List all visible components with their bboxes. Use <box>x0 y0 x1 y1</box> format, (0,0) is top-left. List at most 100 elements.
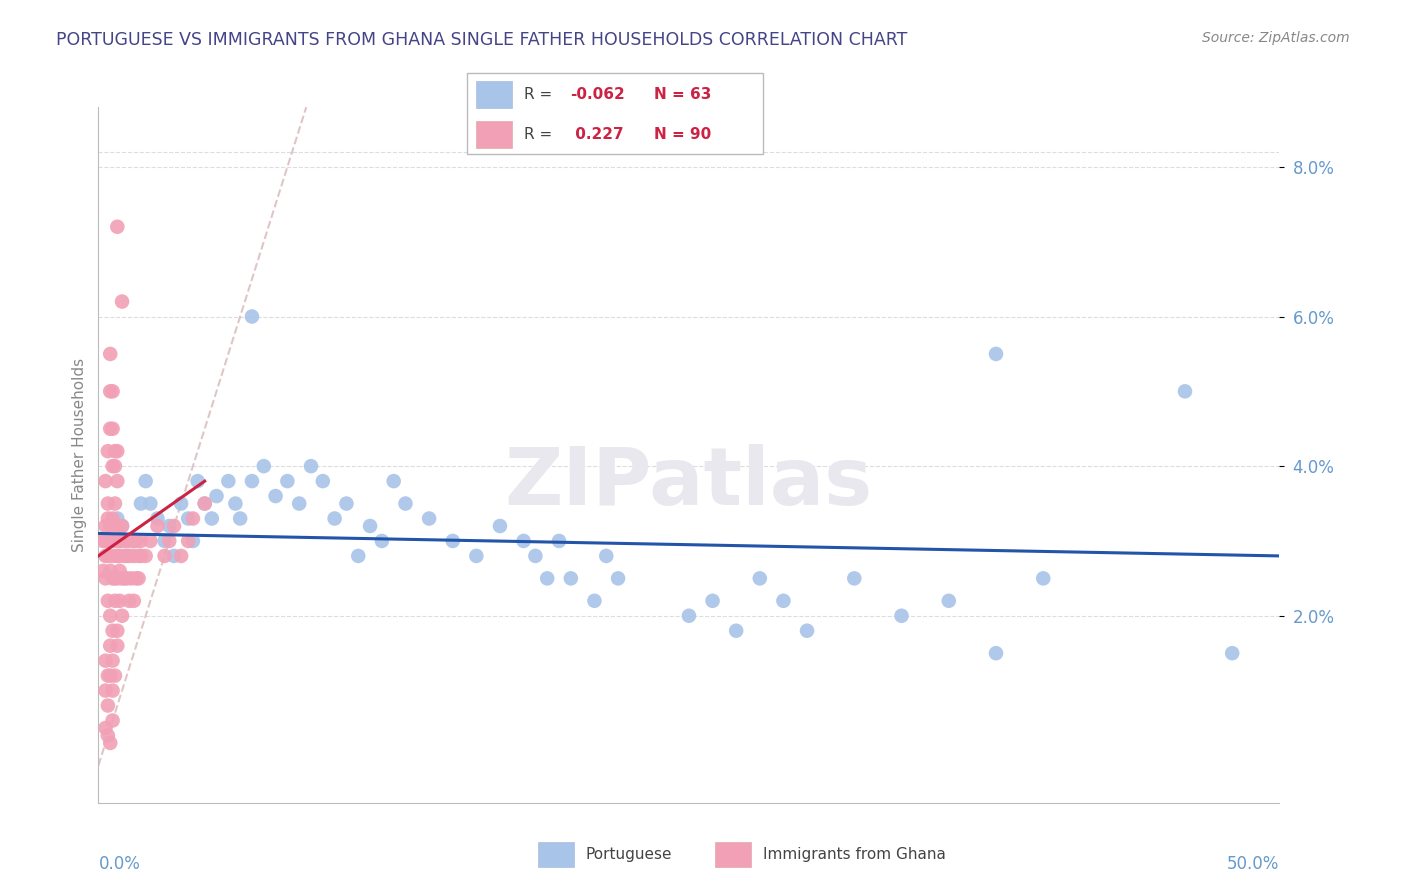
Point <box>97 668 120 682</box>
Text: R =: R = <box>524 127 553 142</box>
Point <box>371 533 394 548</box>
Point <box>98 736 121 750</box>
Point <box>125 533 148 548</box>
Point <box>512 533 534 548</box>
Point <box>194 497 217 511</box>
Point <box>146 511 169 525</box>
Point <box>101 384 124 399</box>
FancyBboxPatch shape <box>716 842 751 867</box>
Point <box>194 497 217 511</box>
Point <box>382 474 405 488</box>
Text: N = 90: N = 90 <box>654 127 711 142</box>
Point <box>772 594 794 608</box>
Point <box>108 594 131 608</box>
Point <box>1220 646 1243 660</box>
FancyBboxPatch shape <box>477 120 512 147</box>
Point <box>105 571 128 585</box>
Point <box>98 347 121 361</box>
Point <box>153 533 176 548</box>
Point <box>98 608 121 623</box>
Point <box>548 533 571 548</box>
Point <box>104 459 127 474</box>
Point <box>94 571 117 585</box>
Point <box>187 474 209 488</box>
Point <box>938 594 960 608</box>
Point <box>240 310 263 324</box>
Point <box>97 497 120 511</box>
Point <box>115 533 138 548</box>
Point <box>240 474 263 488</box>
Point <box>157 519 180 533</box>
Point <box>170 497 193 511</box>
Point <box>359 519 381 533</box>
Text: N = 63: N = 63 <box>654 87 711 102</box>
Point <box>94 474 117 488</box>
Point <box>101 571 124 585</box>
Point <box>129 497 152 511</box>
Point <box>104 571 127 585</box>
Point <box>105 444 128 458</box>
Point <box>607 571 630 585</box>
Point <box>796 624 818 638</box>
FancyBboxPatch shape <box>467 73 763 154</box>
Point <box>157 533 180 548</box>
Point <box>678 608 700 623</box>
Point <box>101 549 124 563</box>
Point <box>115 549 138 563</box>
Point <box>108 549 131 563</box>
FancyBboxPatch shape <box>538 842 574 867</box>
Point <box>489 519 512 533</box>
Point <box>94 549 117 563</box>
Point <box>224 497 246 511</box>
Point <box>98 422 121 436</box>
Point <box>101 714 124 728</box>
Point <box>98 639 121 653</box>
Point <box>101 511 124 525</box>
Point <box>98 384 121 399</box>
Point <box>104 668 127 682</box>
Point <box>97 729 120 743</box>
Point <box>122 533 145 548</box>
Point <box>560 571 582 585</box>
Point <box>105 219 128 234</box>
Point <box>702 594 724 608</box>
Point <box>94 683 117 698</box>
Point <box>91 564 114 578</box>
Point <box>299 459 322 474</box>
Point <box>418 511 440 525</box>
Point <box>101 683 124 698</box>
Point <box>153 549 176 563</box>
Point <box>181 533 204 548</box>
Point <box>111 519 134 533</box>
Text: -0.062: -0.062 <box>569 87 624 102</box>
Point <box>108 564 131 578</box>
Point <box>111 294 134 309</box>
Point <box>264 489 287 503</box>
Point <box>122 594 145 608</box>
Point <box>595 549 617 563</box>
Point <box>98 564 121 578</box>
Point <box>394 497 416 511</box>
Point <box>105 511 128 525</box>
Point <box>118 549 141 563</box>
Text: 0.227: 0.227 <box>569 127 623 142</box>
Point <box>748 571 770 585</box>
Point <box>253 459 276 474</box>
Point <box>347 549 370 563</box>
Text: 0.0%: 0.0% <box>98 855 141 873</box>
Text: PORTUGUESE VS IMMIGRANTS FROM GHANA SINGLE FATHER HOUSEHOLDS CORRELATION CHART: PORTUGUESE VS IMMIGRANTS FROM GHANA SING… <box>56 31 908 49</box>
Point <box>984 347 1007 361</box>
Point <box>524 549 547 563</box>
Point <box>312 474 335 488</box>
Point <box>229 511 252 525</box>
Point <box>163 549 186 563</box>
Point <box>128 549 150 563</box>
Point <box>129 533 152 548</box>
Point <box>583 594 606 608</box>
Point <box>121 571 143 585</box>
Point <box>112 571 135 585</box>
Text: 50.0%: 50.0% <box>1227 855 1279 873</box>
Point <box>97 594 120 608</box>
Point <box>94 519 117 533</box>
Point <box>122 549 145 563</box>
